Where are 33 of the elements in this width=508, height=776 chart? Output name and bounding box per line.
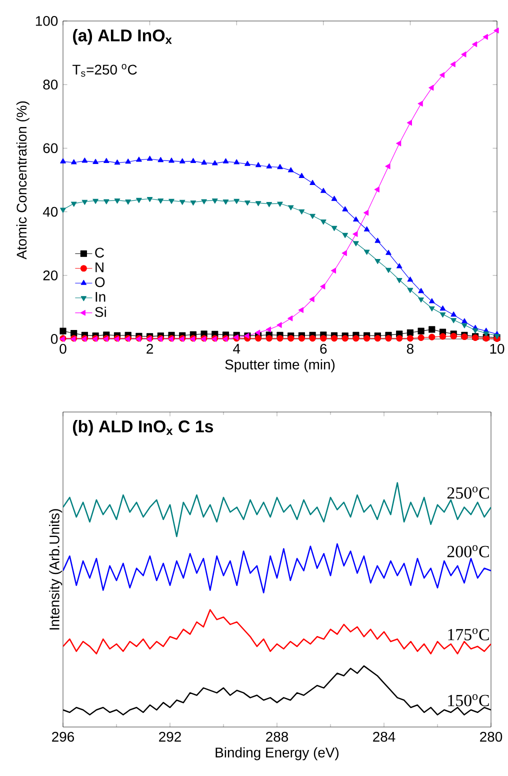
legend-label: C (95, 248, 104, 258)
legend-label: O (95, 277, 105, 288)
series-label: 250$^{o}$C (447, 486, 489, 499)
x-tick-label: 0 (60, 344, 66, 354)
x-tick-label: 284 (373, 732, 396, 742)
legend-label: In (96, 292, 106, 302)
y-tick-label: 60 (43, 143, 58, 154)
y-tick-label: 40 (42, 206, 58, 217)
x-tick-label: 280 (480, 732, 502, 742)
y-tick-label: 0 (50, 334, 58, 344)
chart-title: (a) ALD InO$_{x}$ (73, 29, 172, 45)
y-tick-label: 80 (43, 80, 58, 90)
chart-title: (b) ALD InO$_{x}$ C 1s (72, 420, 214, 436)
y-axis-title: Intensity (Arb.Units) (49, 509, 62, 630)
y-tick-label: 100 (36, 16, 58, 26)
x-axis-title: Sputter time (min) (225, 359, 335, 372)
y-tick-label: 20 (43, 270, 58, 280)
legend-label: N (96, 262, 104, 272)
x-tick-label: 4 (233, 344, 240, 354)
legend-label: Si (95, 306, 106, 317)
y-axis-title: Atomic Concentration (%) (16, 101, 30, 260)
series-label: 150$^{o}$C (448, 694, 489, 706)
x-tick-label: 2 (146, 344, 153, 354)
x-tick-label: 10 (490, 344, 504, 354)
x-axis-title: Binding Energy (eV) (216, 747, 339, 760)
x-tick-label: 6 (320, 344, 327, 354)
series-label: 200$^{o}$C (447, 545, 489, 558)
x-tick-label: 296 (52, 732, 74, 742)
annotation: T$_{s}$=250 $^{o}$C (72, 64, 137, 77)
x-tick-label: 288 (266, 732, 288, 742)
x-tick-label: 292 (159, 732, 181, 742)
series-label: 175$^{o}$C (448, 628, 489, 640)
x-tick-label: 8 (406, 344, 414, 354)
